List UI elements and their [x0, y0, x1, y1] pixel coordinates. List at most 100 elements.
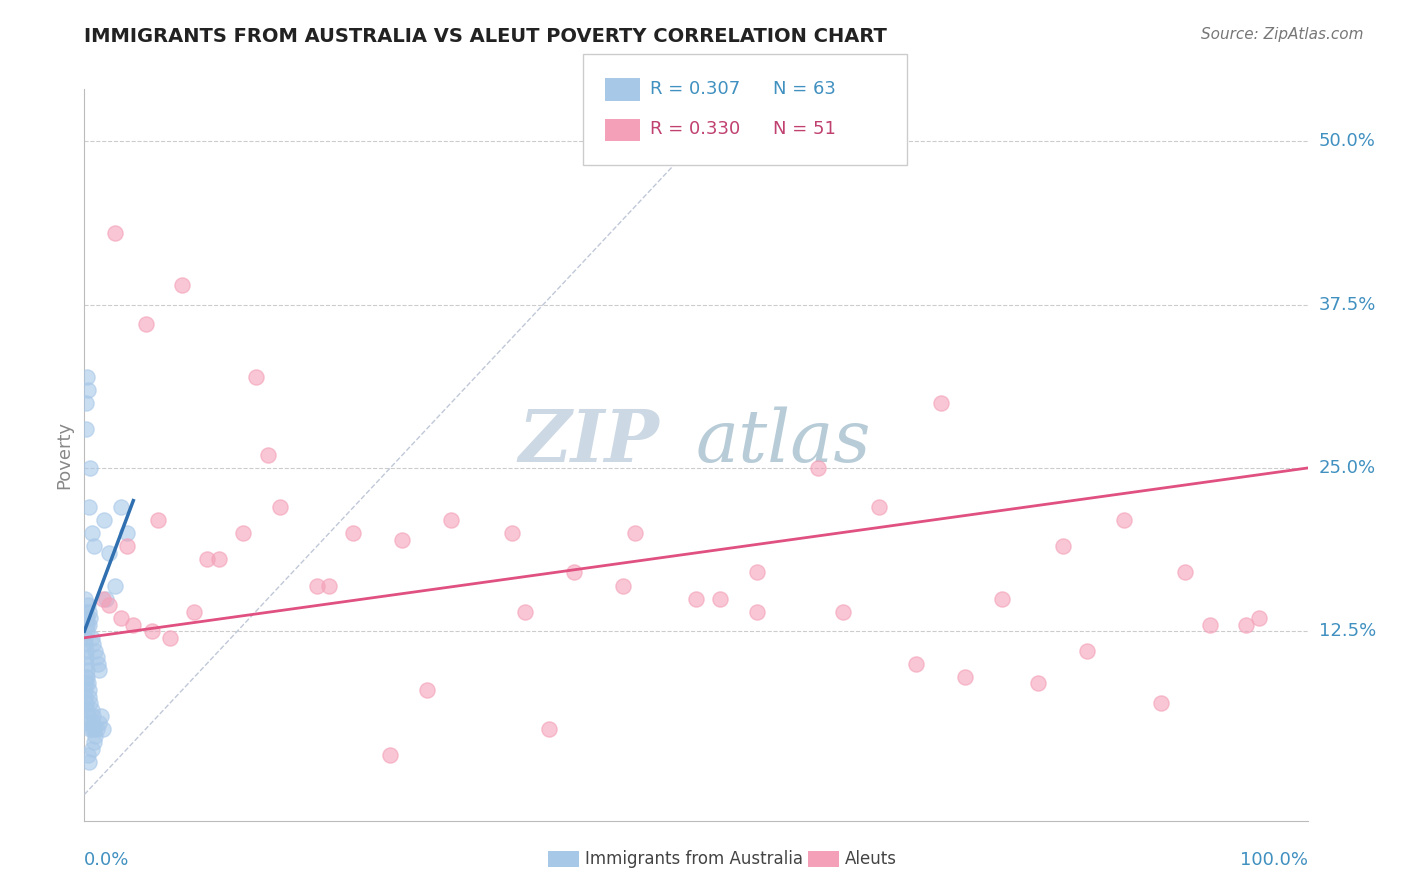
Point: [183, 605, 205, 619]
Point: [75, 650, 97, 665]
Point: [77, 617, 100, 632]
Point: [1052, 539, 1074, 553]
Point: [83, 735, 105, 749]
Point: [104, 578, 127, 592]
Point: [87, 664, 110, 678]
Point: [624, 526, 647, 541]
Point: [77, 755, 100, 769]
Point: [502, 526, 524, 541]
Point: [807, 461, 830, 475]
Text: IMMIGRANTS FROM AUSTRALIA VS ALEUT POVERTY CORRELATION CHART: IMMIGRANTS FROM AUSTRALIA VS ALEUT POVER…: [84, 27, 887, 45]
Point: [232, 526, 254, 541]
Point: [97, 546, 120, 560]
Text: 100.0%: 100.0%: [1240, 851, 1308, 869]
Point: [82, 709, 104, 723]
Point: [87, 715, 110, 730]
Point: [76, 676, 98, 690]
Point: [380, 748, 402, 763]
Point: [122, 617, 145, 632]
Point: [172, 278, 194, 293]
Point: [1114, 513, 1136, 527]
Point: [685, 591, 707, 606]
Y-axis label: Poverty: Poverty: [55, 421, 73, 489]
Point: [440, 513, 463, 527]
Point: [929, 395, 952, 409]
Text: 12.5%: 12.5%: [1319, 623, 1376, 640]
Point: [76, 611, 98, 625]
Text: Source: ZipAtlas.com: Source: ZipAtlas.com: [1201, 27, 1364, 42]
Point: [1150, 696, 1173, 710]
Point: [538, 723, 561, 737]
Text: ZIP: ZIP: [519, 407, 659, 477]
Point: [76, 670, 98, 684]
Point: [747, 605, 769, 619]
Point: [91, 591, 114, 606]
Point: [96, 591, 118, 606]
Point: [79, 611, 101, 625]
Text: 0.0%: 0.0%: [84, 851, 129, 869]
Text: R = 0.330: R = 0.330: [650, 120, 740, 138]
Point: [82, 715, 104, 730]
Text: N = 51: N = 51: [773, 120, 837, 138]
Point: [79, 461, 101, 475]
Point: [115, 539, 138, 553]
Point: [77, 500, 100, 515]
Point: [79, 723, 101, 737]
Point: [342, 526, 364, 541]
Point: [747, 566, 769, 580]
Point: [84, 644, 107, 658]
Point: [305, 578, 328, 592]
Text: atlas: atlas: [696, 407, 872, 477]
Point: [75, 591, 97, 606]
Text: N = 63: N = 63: [773, 80, 837, 98]
Point: [80, 723, 103, 737]
Point: [80, 631, 103, 645]
Text: 37.5%: 37.5%: [1319, 296, 1376, 314]
Point: [869, 500, 891, 515]
Point: [75, 670, 97, 684]
Point: [77, 748, 100, 763]
Point: [86, 723, 108, 737]
Point: [1236, 617, 1258, 632]
Point: [135, 318, 157, 332]
Point: [76, 664, 98, 678]
Text: 25.0%: 25.0%: [1319, 459, 1376, 477]
Point: [195, 552, 218, 566]
Point: [79, 696, 101, 710]
Point: [76, 369, 98, 384]
Point: [86, 650, 108, 665]
Point: [416, 683, 439, 698]
Point: [76, 624, 98, 639]
Point: [75, 644, 97, 658]
Point: [83, 539, 105, 553]
Point: [80, 741, 103, 756]
Point: [75, 683, 97, 698]
Point: [612, 578, 634, 592]
Point: [562, 566, 585, 580]
Point: [75, 605, 97, 619]
Point: [79, 690, 101, 704]
Point: [77, 598, 100, 612]
Point: [90, 709, 112, 723]
Point: [77, 383, 100, 397]
Point: [75, 696, 97, 710]
Point: [75, 422, 97, 436]
Point: [84, 729, 107, 743]
Point: [83, 723, 105, 737]
Text: Immigrants from Australia: Immigrants from Australia: [585, 850, 803, 868]
Point: [91, 723, 114, 737]
Point: [257, 448, 280, 462]
Point: [146, 513, 169, 527]
Point: [1247, 611, 1270, 625]
Point: [75, 676, 97, 690]
Point: [245, 369, 267, 384]
Point: [141, 624, 163, 639]
Point: [75, 637, 97, 651]
Point: [831, 605, 853, 619]
Text: 50.0%: 50.0%: [1319, 132, 1375, 151]
Point: [953, 670, 976, 684]
Point: [513, 605, 536, 619]
Point: [77, 683, 100, 698]
Point: [80, 703, 103, 717]
Point: [77, 715, 100, 730]
